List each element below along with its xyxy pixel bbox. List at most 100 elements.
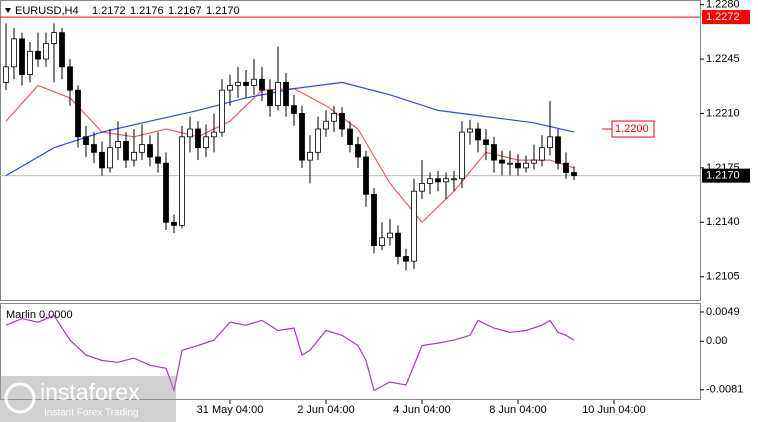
candle-body [451, 178, 457, 181]
candle-body [443, 178, 449, 183]
candle-body [403, 256, 409, 262]
indicator-title: Marlin 0.0000 [6, 309, 73, 321]
y-tick-label: 1.2105 [706, 271, 740, 283]
candle-body [123, 141, 129, 161]
candle-body [283, 81, 289, 107]
candle-body [427, 178, 433, 184]
candle-body [539, 147, 545, 161]
x-tick-label: 8 Jun 04:00 [489, 404, 547, 416]
candle-body [187, 128, 193, 138]
candle-body [355, 144, 361, 158]
candle-body [411, 190, 417, 262]
candle-body [371, 193, 377, 246]
candle-body [499, 159, 505, 164]
watermark-name: instaforex [40, 379, 140, 405]
candle-body [107, 147, 113, 169]
candle-body [67, 66, 73, 91]
main-frame [0, 0, 701, 301]
current-price-label: 1.2170 [706, 170, 740, 182]
ohlc-label: 1.2167 [168, 5, 202, 17]
candle-body [299, 113, 305, 161]
candle-body [179, 136, 185, 226]
current-price-bg [702, 168, 750, 183]
candle-body [379, 237, 385, 246]
x-tick-label: 10 Jun 04:00 [582, 404, 646, 416]
candle-body [475, 128, 481, 141]
candle-body [131, 151, 137, 161]
candle-body [563, 162, 569, 173]
candle-body [387, 232, 393, 239]
moving-average [5, 81, 575, 177]
candle-body [331, 113, 337, 122]
candle-body [555, 136, 561, 164]
x-tick-label: 2 Jun 04:00 [297, 404, 355, 416]
candle-body [11, 38, 17, 68]
candle-body [315, 128, 321, 153]
candle-body [307, 151, 313, 161]
y-tick-label: 0.00 [706, 335, 727, 347]
watermark-bg [0, 376, 176, 422]
candle-body [91, 144, 97, 153]
candle-body [203, 136, 209, 149]
watermark-tagline: Instant Forex Trading [44, 408, 139, 419]
candle-body [571, 172, 577, 177]
candle-body [515, 162, 521, 169]
candle-body [211, 131, 217, 138]
candle-body [251, 78, 257, 86]
y-tick-label: 1.2245 [706, 53, 740, 65]
watermark: instaforex Instant Forex Trading [0, 376, 176, 422]
y-tick-label: 1.2280 [706, 0, 740, 11]
x-tick-label: 31 May 04:00 [197, 404, 264, 416]
candle-body [259, 78, 265, 91]
candle-body [115, 141, 121, 149]
candle-body [19, 38, 25, 76]
candle-body [395, 232, 401, 257]
ohlc-label: 1.2172 [92, 5, 126, 17]
symbol-title: EURUSD,H4 [15, 5, 79, 17]
candle-body [523, 162, 529, 169]
candle-body [323, 120, 329, 130]
candle-body [75, 89, 81, 138]
candle-body [59, 32, 65, 68]
candle-body [227, 85, 233, 91]
candle-body [99, 151, 105, 169]
candle-body [3, 66, 9, 83]
target-box [611, 120, 655, 138]
candle-body [243, 81, 249, 86]
candle-body [139, 144, 145, 153]
watermark-icon [4, 382, 36, 414]
candle-body [363, 156, 369, 195]
target-label: 1.2200 [615, 123, 649, 135]
x-tick-label: 4 Jun 04:00 [393, 404, 451, 416]
level-label-bg [702, 10, 750, 25]
candle-body [171, 221, 177, 226]
candle-body [235, 81, 241, 86]
candle-body [35, 50, 41, 60]
candle-body [147, 144, 153, 158]
candle-body [267, 89, 273, 107]
indicator-frame [0, 303, 701, 400]
candle-body [155, 156, 161, 164]
candle-body [507, 162, 513, 165]
indicator-line [5, 314, 575, 393]
candle-body [531, 159, 537, 164]
candle-body [163, 162, 169, 223]
candle-body [219, 89, 225, 133]
candle-body [347, 128, 353, 145]
candle-body [467, 128, 473, 133]
ohlc-label: 1.2170 [206, 5, 240, 17]
candle-body [435, 178, 441, 183]
candle-body [43, 43, 49, 60]
candle-body [195, 128, 201, 149]
candle-body [547, 136, 553, 149]
y-tick-label: 0.0049 [706, 306, 740, 318]
y-tick-label: 1.2210 [706, 107, 740, 119]
y-tick-label: -0.0081 [706, 384, 743, 396]
candle-body [483, 139, 489, 145]
candle-body [419, 183, 425, 192]
candle-body [27, 50, 33, 76]
level-label: 1.2272 [706, 11, 740, 23]
candle-body [491, 144, 497, 161]
candle-body [339, 113, 345, 130]
candle-body [83, 136, 89, 145]
